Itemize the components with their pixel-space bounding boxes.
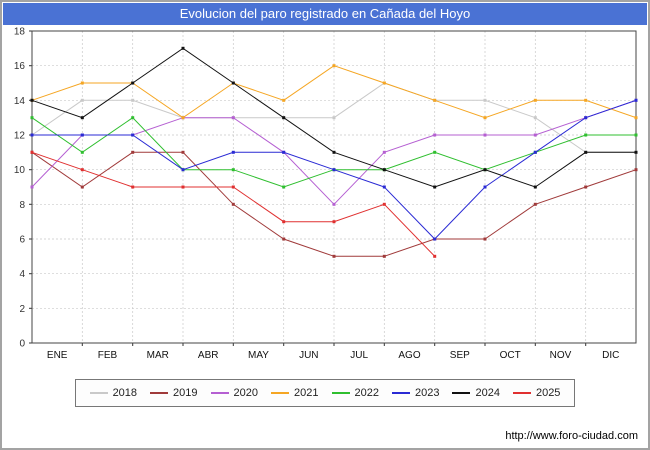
legend-label-2018: 2018: [112, 387, 138, 399]
svg-text:ENE: ENE: [47, 350, 68, 361]
svg-text:NOV: NOV: [550, 350, 572, 361]
legend-swatch-2023: [391, 392, 410, 394]
legend-swatch-2020: [210, 392, 229, 394]
series-2023: [30, 98, 638, 241]
svg-text:16: 16: [14, 61, 26, 72]
series-2025: [30, 150, 437, 258]
chart-legend: 2018 2019 2020 2021 2022 2023 2024 2025: [74, 379, 576, 407]
title-bar: Evolucion del paro registrado en Cañada …: [3, 3, 647, 25]
svg-text:12: 12: [14, 131, 26, 142]
svg-text:0: 0: [19, 339, 25, 350]
legend-swatch-2021: [271, 392, 290, 394]
legend-swatch-2024: [452, 392, 471, 394]
svg-text:18: 18: [14, 27, 26, 38]
legend-swatch-2025: [512, 392, 531, 394]
chart-area: 0 2 4 6 8 10 12 14 16 18 ENE FEB MAR ABR MAY JUN JUL AGO S…: [2, 25, 648, 369]
gridlines: [32, 31, 636, 343]
legend-item-2023: 2023: [391, 387, 440, 399]
svg-text:MAR: MAR: [147, 350, 169, 361]
svg-text:DIC: DIC: [602, 350, 619, 361]
axis-ticks: [29, 30, 587, 346]
svg-text:ABR: ABR: [198, 350, 219, 361]
chart-title: Evolucion del paro registrado en Cañada …: [179, 6, 471, 21]
legend-item-2025: 2025: [512, 387, 561, 399]
legend-item-2024: 2024: [452, 387, 500, 399]
svg-text:JUL: JUL: [350, 350, 368, 361]
svg-text:2: 2: [19, 304, 25, 315]
legend-label-2021: 2021: [294, 387, 319, 399]
legend-label-2023: 2023: [414, 387, 440, 399]
unemployment-line-chart: 0 2 4 6 8 10 12 14 16 18 ENE FEB MAR ABR MAY JUN JUL AGO S…: [14, 27, 638, 361]
legend-label-2020: 2020: [233, 387, 259, 399]
legend-item-2018: 2018: [89, 387, 138, 399]
legend-item-2020: 2020: [210, 387, 259, 399]
legend-label-2024: 2024: [475, 387, 500, 399]
svg-text:SEP: SEP: [450, 350, 470, 361]
x-axis-labels: ENE FEB MAR ABR MAY JUN JUL AGO SEP OCT NOV DIC: [47, 350, 619, 361]
svg-text:14: 14: [14, 96, 26, 107]
legend-label-2022: 2022: [354, 387, 379, 399]
legend-swatch-2018: [89, 392, 108, 394]
svg-text:JUN: JUN: [299, 350, 318, 361]
footer-url: http://www.foro-ciudad.com: [505, 430, 638, 442]
legend-item-2021: 2021: [271, 387, 319, 399]
legend-swatch-2019: [150, 392, 169, 394]
svg-text:8: 8: [19, 200, 25, 211]
legend-item-2019: 2019: [150, 387, 198, 399]
y-axis-labels: 0 2 4 6 8 10 12 14 16 18: [14, 27, 26, 350]
legend-item-2022: 2022: [331, 387, 379, 399]
svg-text:AGO: AGO: [398, 350, 420, 361]
svg-text:6: 6: [19, 235, 25, 246]
series-2024: [30, 46, 638, 189]
svg-text:MAY: MAY: [248, 350, 269, 361]
svg-text:OCT: OCT: [500, 350, 521, 361]
legend-swatch-2022: [331, 392, 350, 394]
svg-text:10: 10: [14, 165, 26, 176]
legend-label-2019: 2019: [173, 387, 198, 399]
svg-text:4: 4: [19, 269, 25, 280]
legend-label-2025: 2025: [535, 387, 561, 399]
svg-text:FEB: FEB: [98, 350, 118, 361]
